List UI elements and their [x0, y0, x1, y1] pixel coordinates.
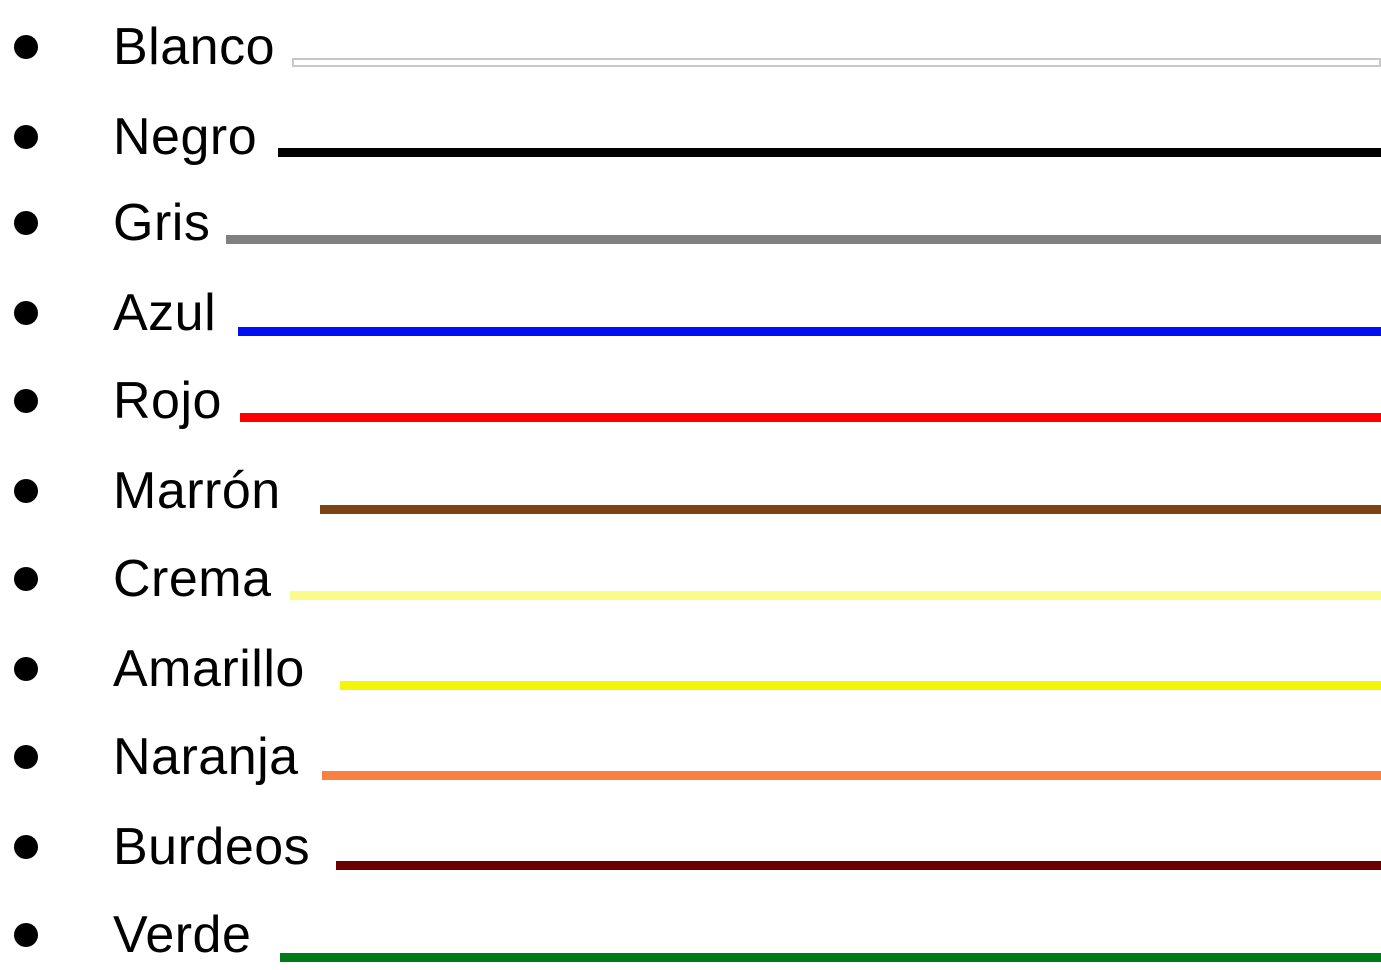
- bullet-dot-icon: [14, 211, 38, 235]
- color-label: Negro: [113, 108, 258, 166]
- color-item-crema: Crema: [0, 540, 1381, 610]
- bullet-dot-icon: [14, 125, 38, 149]
- color-item-naranja: Naranja: [0, 718, 1381, 788]
- color-label: Burdeos: [113, 818, 311, 876]
- color-swatch-line: [322, 771, 1381, 780]
- color-item-verde: Verde: [0, 896, 1381, 966]
- color-swatch-line: [278, 148, 1381, 157]
- color-item-marron: Marrón: [0, 452, 1381, 522]
- color-label: Azul: [113, 284, 217, 342]
- color-swatch-line: [240, 413, 1381, 422]
- color-label: Amarillo: [113, 640, 305, 698]
- color-item-rojo: Rojo: [0, 362, 1381, 432]
- color-swatch-line: [336, 861, 1381, 870]
- color-label: Naranja: [113, 728, 299, 786]
- bullet-dot-icon: [14, 923, 38, 947]
- color-swatch-line: [226, 235, 1381, 244]
- bullet-dot-icon: [14, 567, 38, 591]
- color-label: Gris: [113, 194, 211, 252]
- bullet-dot-icon: [14, 657, 38, 681]
- bullet-dot-icon: [14, 835, 38, 859]
- color-label: Crema: [113, 550, 272, 608]
- color-item-blanco: Blanco: [0, 8, 1381, 78]
- bullet-dot-icon: [14, 35, 38, 59]
- color-swatch-line: [320, 505, 1381, 514]
- bullet-dot-icon: [14, 745, 38, 769]
- color-item-burdeos: Burdeos: [0, 808, 1381, 878]
- color-label: Verde: [113, 906, 252, 964]
- color-swatch-line: [280, 953, 1381, 962]
- color-swatch-line: [292, 58, 1381, 67]
- color-label: Blanco: [113, 18, 275, 76]
- color-item-amarillo: Amarillo: [0, 630, 1381, 700]
- color-item-azul: Azul: [0, 274, 1381, 344]
- color-swatch-line: [340, 681, 1381, 690]
- color-swatch-line: [290, 591, 1381, 600]
- color-label: Marrón: [113, 462, 281, 520]
- color-label: Rojo: [113, 372, 222, 430]
- bullet-dot-icon: [14, 301, 38, 325]
- bullet-dot-icon: [14, 389, 38, 413]
- bullet-dot-icon: [14, 479, 38, 503]
- color-item-negro: Negro: [0, 98, 1381, 168]
- color-swatch-line: [238, 327, 1381, 336]
- color-item-gris: Gris: [0, 184, 1381, 254]
